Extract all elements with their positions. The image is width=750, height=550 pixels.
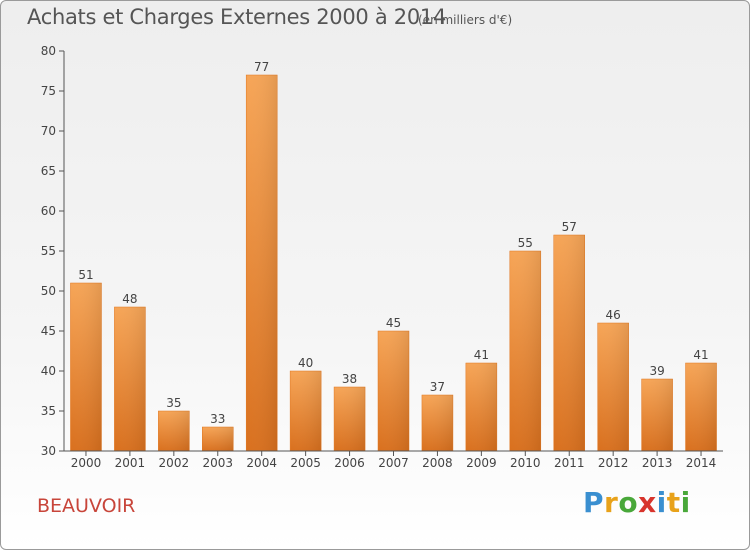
bar-shade: [597, 323, 629, 451]
x-tick-label: 2002: [159, 456, 190, 470]
x-tick-label: 2005: [290, 456, 321, 470]
bar-value-label: 41: [693, 348, 708, 362]
y-tick-label: 30: [41, 444, 56, 458]
x-tick-label: 2009: [466, 456, 497, 470]
bars-group: 51 48 35 33 77 40 38 45 37 41 55 57 46 39 41: [70, 60, 717, 452]
x-tick-label: 2008: [422, 456, 453, 470]
bar-value-label: 45: [386, 316, 401, 330]
bar-shade: [114, 307, 146, 451]
chart-subtitle: (en milliers d'€): [418, 13, 513, 27]
bar-shade: [158, 411, 190, 451]
bar-shade: [378, 331, 409, 451]
proxiti-logo: Proxiti: [583, 486, 691, 519]
y-tick-label: 60: [41, 204, 56, 218]
bar-shade: [421, 395, 453, 451]
x-tick-label: 2004: [246, 456, 277, 470]
y-axis: 30 35 40 45 50 55 60 65 70 75 80: [41, 44, 65, 458]
bar-shade: [290, 371, 322, 451]
bar-value-label: 38: [342, 372, 357, 386]
x-tick-label: 2011: [554, 456, 585, 470]
bar-shade: [641, 379, 673, 451]
y-tick-label: 55: [41, 244, 56, 258]
bar-shade: [685, 363, 717, 451]
y-tick-label: 45: [41, 324, 56, 338]
logo-letter: x: [638, 486, 657, 519]
bar-value-label: 46: [606, 308, 621, 322]
x-tick-label: 2003: [202, 456, 233, 470]
bar-value-label: 35: [166, 396, 181, 410]
y-tick-label: 80: [41, 44, 56, 58]
logo-letter: i: [680, 486, 691, 519]
x-tick-label: 2001: [115, 456, 146, 470]
bar-shade: [70, 283, 102, 451]
y-tick-label: 40: [41, 364, 56, 378]
bar-value-label: 37: [430, 380, 445, 394]
logo-letter: i: [656, 486, 667, 519]
bar-shade: [334, 387, 366, 451]
bar-shade: [553, 235, 585, 451]
bar-shade: [509, 251, 541, 451]
bar-shade: [465, 363, 497, 451]
logo-letter: r: [604, 486, 619, 519]
y-tick-label: 75: [41, 84, 56, 98]
x-tick-label: 2000: [71, 456, 102, 470]
y-tick-label: 35: [41, 404, 56, 418]
y-tick-label: 65: [41, 164, 56, 178]
logo-letter: o: [618, 486, 639, 519]
bar-value-label: 51: [78, 268, 93, 282]
logo-letter: t: [666, 486, 681, 519]
bar-value-label: 40: [298, 356, 313, 370]
chart-title: Achats et Charges Externes 2000 à 2014: [27, 5, 447, 29]
bar-shade: [202, 427, 234, 451]
y-tick-label: 50: [41, 284, 56, 298]
bar-shade: [246, 75, 278, 451]
x-tick-label: 2010: [510, 456, 541, 470]
bar-value-label: 48: [122, 292, 137, 306]
bar-value-label: 33: [210, 412, 225, 426]
bar-value-label: 57: [562, 220, 577, 234]
bar-value-label: 41: [474, 348, 489, 362]
bar-value-label: 39: [649, 364, 664, 378]
x-tick-label: 2007: [378, 456, 409, 470]
x-tick-label: 2013: [642, 456, 673, 470]
x-tick-label: 2014: [686, 456, 717, 470]
y-tick-label: 70: [41, 124, 56, 138]
bar-value-label: 55: [518, 236, 533, 250]
bar-value-label: 77: [254, 60, 269, 74]
x-tick-label: 2006: [334, 456, 365, 470]
x-axis: 2000 2001 2002 2003 2004 2005 2006 2007 2008 2009…: [64, 450, 723, 470]
logo-letter: P: [583, 486, 605, 519]
x-tick-label: 2012: [598, 456, 629, 470]
commune-name: BEAUVOIR: [37, 495, 136, 517]
